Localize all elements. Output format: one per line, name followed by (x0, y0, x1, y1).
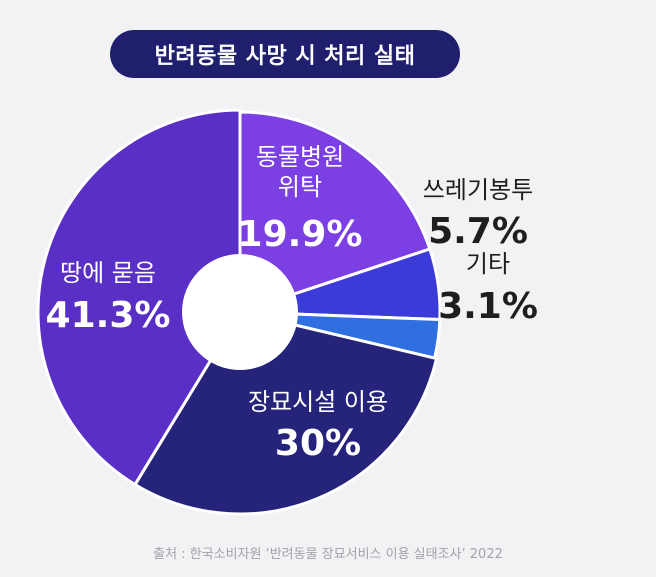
donut-hole (182, 254, 298, 370)
slice-value-4: 30% (275, 423, 361, 464)
slice-label-2: 쓰레기봉투 (423, 176, 533, 204)
slice-5 (36, 108, 242, 487)
slice-value-5: 41.3% (46, 295, 171, 336)
source-note: 출처 : 한국소비자원 ‘반려동물 장묘서비스 이용 실태조사’ 2022 (153, 547, 503, 562)
slice-1 (238, 110, 432, 314)
slice-value-3: 3.1% (438, 286, 538, 327)
slice-value-2: 5.7% (428, 211, 528, 252)
slice-label-1: 위탁 (278, 173, 322, 201)
slice-label-1: 동물병원 (256, 143, 344, 171)
slice-label-5: 땅에 묻음 (60, 259, 156, 287)
slice-label-3: 기타 (466, 250, 510, 278)
slice-value-1: 19.9% (238, 214, 363, 255)
chart-title: 반려동물 사망 시 처리 실태 (110, 30, 460, 78)
slice-label-4: 장묘시설 이용 (248, 388, 388, 416)
